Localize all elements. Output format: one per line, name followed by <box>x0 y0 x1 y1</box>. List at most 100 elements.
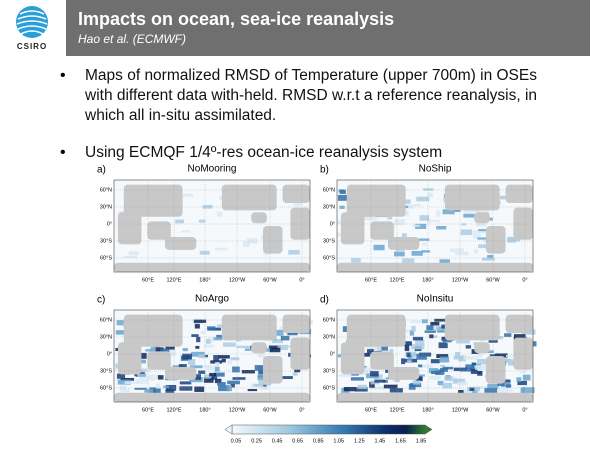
rmsd-cell <box>217 382 226 385</box>
rmsd-cell <box>198 354 205 358</box>
rmsd-cell <box>461 223 466 225</box>
lon-label: 120°W <box>229 407 246 413</box>
rmsd-cell <box>123 256 137 258</box>
rmsd-cell <box>418 374 425 376</box>
lat-label: 0° <box>107 221 112 227</box>
land <box>118 342 142 374</box>
rmsd-cell <box>182 230 190 232</box>
rmsd-cell <box>401 358 405 364</box>
rmsd-cell <box>444 376 452 381</box>
rmsd-cell <box>374 380 385 383</box>
lon-label: 120°W <box>452 277 469 283</box>
colorbar-label: 0.85 <box>313 438 324 444</box>
lon-label: 120°E <box>166 407 181 413</box>
rmsd-cell <box>194 320 206 323</box>
land <box>506 185 533 203</box>
rmsd-cell <box>434 319 446 322</box>
land <box>251 342 267 353</box>
rmsd-cell <box>516 377 521 382</box>
bullet-text: Using ECMQF 1/4º-res ocean-ice reanalysi… <box>85 144 442 161</box>
lon-label: 120°W <box>452 407 469 413</box>
land <box>513 208 533 240</box>
land <box>283 315 310 333</box>
rmsd-cell <box>125 381 139 384</box>
rmsd-cell <box>215 248 227 251</box>
rmsd-cell <box>418 364 422 367</box>
rmsd-cell <box>121 389 130 392</box>
rmsd-cell <box>418 238 430 240</box>
rmsd-cell <box>428 193 433 198</box>
land <box>124 185 183 217</box>
panel-title: NoArgo <box>195 294 229 305</box>
rmsd-cell <box>207 326 215 330</box>
lon-label: 180° <box>422 277 433 283</box>
lat-label: 0° <box>107 351 112 357</box>
rmsd-cell <box>411 320 422 323</box>
land <box>165 237 196 250</box>
lat-label: 30°N <box>323 204 335 210</box>
rmsd-cell <box>443 367 454 370</box>
rmsd-cell <box>436 211 440 217</box>
lon-label: 60°W <box>263 407 277 413</box>
rmsd-cell <box>344 387 356 391</box>
colorbar-label: 1.65 <box>395 438 406 444</box>
rmsd-cell <box>218 355 230 358</box>
panel-label: b) <box>320 165 329 176</box>
lon-label: 60°W <box>263 277 277 283</box>
rmsd-cell <box>474 249 478 253</box>
colorbar-label: 1.05 <box>333 438 344 444</box>
rmsd-cell <box>420 215 429 221</box>
lon-label: 120°E <box>389 277 404 283</box>
rmsd-cell <box>144 389 153 393</box>
lat-label: 30°S <box>323 238 335 244</box>
rmsd-cell <box>422 250 430 252</box>
rmsd-cell <box>464 356 478 360</box>
lat-label: 0° <box>330 351 335 357</box>
rmsd-cell <box>412 251 423 256</box>
land <box>165 367 196 380</box>
lon-label: 180° <box>422 407 433 413</box>
rmsd-cell <box>422 319 428 323</box>
colorbar-label: 1.25 <box>354 438 365 444</box>
rmsd-cell <box>179 386 192 390</box>
panel-label: d) <box>320 295 329 306</box>
lon-label: 60°E <box>365 407 377 413</box>
land <box>486 356 506 384</box>
rmsd-cell <box>202 205 212 209</box>
land <box>347 315 406 347</box>
rmsd-cell <box>145 349 151 351</box>
land <box>114 393 310 402</box>
land <box>347 185 406 217</box>
rmsd-cell <box>206 366 215 370</box>
panel-label: c) <box>97 295 105 306</box>
rmsd-cell <box>227 386 232 391</box>
rmsd-cell <box>200 251 210 255</box>
rmsd-cell <box>188 359 195 365</box>
rmsd-cell <box>222 359 226 363</box>
rmsd-cell <box>456 340 470 343</box>
land <box>445 185 500 211</box>
rmsd-cell <box>223 342 236 346</box>
lat-label: 60°N <box>323 317 335 323</box>
rmsd-cell <box>213 355 219 361</box>
lon-label: 0° <box>522 407 527 413</box>
colorbar <box>232 425 425 434</box>
lon-label: 60°E <box>142 407 154 413</box>
colorbar-label: 0.65 <box>292 438 303 444</box>
rmsd-cell <box>194 387 204 392</box>
lon-label: 60°E <box>365 277 377 283</box>
rmsd-cell <box>477 237 487 239</box>
colorbar-label: 1.85 <box>416 438 427 444</box>
rmsd-cell <box>351 258 361 263</box>
rmsd-cell <box>436 226 446 230</box>
rmsd-cell <box>413 380 421 384</box>
lat-label: 30°S <box>100 368 112 374</box>
lon-label: 60°E <box>142 277 154 283</box>
lon-label: 120°W <box>229 277 246 283</box>
panel-title: NoShip <box>419 164 452 175</box>
rmsd-cell <box>504 359 513 361</box>
land <box>124 315 183 347</box>
rmsd-cell <box>430 322 439 326</box>
lon-label: 180° <box>199 277 210 283</box>
land <box>263 226 283 254</box>
